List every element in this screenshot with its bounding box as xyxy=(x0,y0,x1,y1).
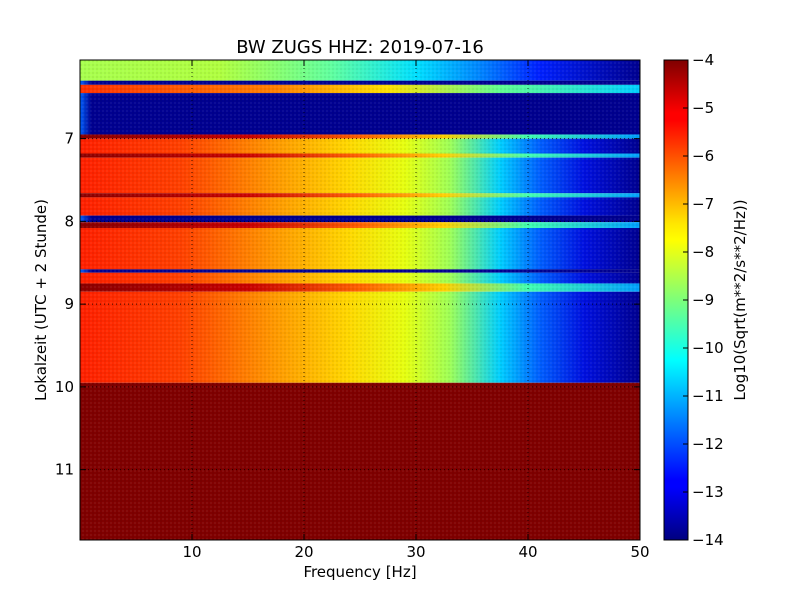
colorbar-tick-label-11: −14 xyxy=(692,531,724,549)
colorbar-tick-label-2: −5 xyxy=(692,99,714,117)
y-tick-label-3: 9 xyxy=(64,295,74,313)
y-axis-label: Lokalzeit (UTC + 2 Stunde) xyxy=(32,199,50,401)
colorbar-tick-label-10: −13 xyxy=(692,483,724,501)
colorbar-tick-label-8: −11 xyxy=(692,387,724,405)
y-axis-ticks: 7 8 9 10 11 xyxy=(55,130,640,479)
plot-frame xyxy=(79,59,641,541)
x-tick-label-2: 20 xyxy=(294,543,313,561)
x-tick-label-4: 40 xyxy=(518,543,537,561)
x-axis-ticks: 10 20 30 40 50 xyxy=(182,60,650,561)
colorbar-label: Log10(Sqrt(m**2/s**2/Hz)) xyxy=(731,199,749,400)
y-tick-label-5: 11 xyxy=(55,461,74,479)
x-tick-label-5: 50 xyxy=(630,543,649,561)
colorbar-tick-label-6: −9 xyxy=(692,291,714,309)
colorbar-tick-label-3: −6 xyxy=(692,147,714,165)
x-tick-label-1: 10 xyxy=(182,543,201,561)
spectrogram-texture xyxy=(80,60,640,540)
colorbar-tick-label-4: −7 xyxy=(692,195,714,213)
x-axis-label: Frequency [Hz] xyxy=(303,563,416,581)
y-tick-label-2: 8 xyxy=(64,212,74,230)
y-tick-label-1: 7 xyxy=(64,130,74,148)
gridlines xyxy=(80,60,640,540)
y-tick-label-4: 10 xyxy=(55,378,74,396)
colorbar-tick-label-5: −8 xyxy=(692,243,714,261)
spectrogram-heatmap xyxy=(80,60,640,540)
colorbar-tick-label-9: −12 xyxy=(692,435,724,453)
chart-title: BW ZUGS HHZ: 2019-07-16 xyxy=(236,37,484,58)
colorbar-tick-label-7: −10 xyxy=(692,339,724,357)
colorbar-ticks: −4 −5 −6 −7 −8 −9 −10 −11 −12 −13 −14 xyxy=(683,51,724,549)
colorbar-tick-label-1: −4 xyxy=(692,51,714,69)
x-tick-label-3: 30 xyxy=(406,543,425,561)
